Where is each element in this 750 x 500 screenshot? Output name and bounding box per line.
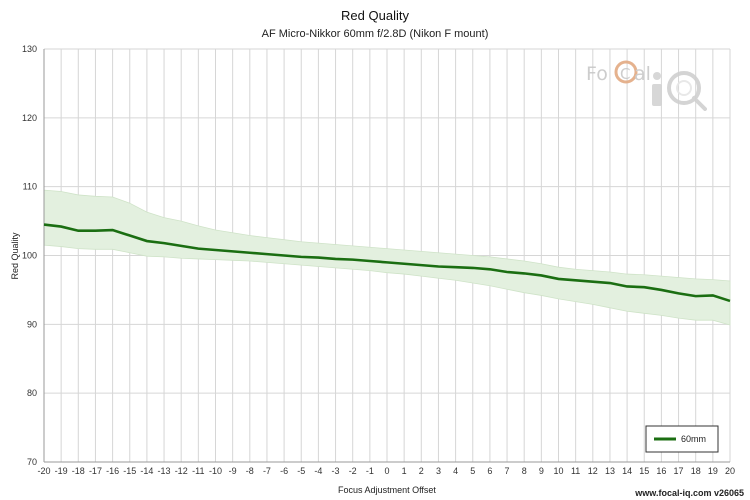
x-tick-label: -5 <box>297 466 305 476</box>
x-tick-label: 20 <box>725 466 735 476</box>
series-60mm-line <box>43 223 731 303</box>
x-tick-label: 10 <box>553 466 563 476</box>
y-tick-label: 100 <box>22 251 37 261</box>
y-axis-label: Red Quality <box>10 232 20 280</box>
x-tick-label: 0 <box>384 466 389 476</box>
x-tick-label: 2 <box>419 466 424 476</box>
x-tick-label: 18 <box>691 466 701 476</box>
x-tick-label: 9 <box>539 466 544 476</box>
chart-title: Red Quality <box>341 8 409 23</box>
axes <box>43 49 730 463</box>
x-tick-label: -11 <box>192 466 204 476</box>
x-tick-label: -1 <box>366 466 374 476</box>
x-tick-label: 17 <box>674 466 684 476</box>
x-tick-label: 14 <box>622 466 632 476</box>
x-tick-label: -3 <box>332 466 340 476</box>
y-tick-label: 120 <box>22 113 37 123</box>
x-tick-label: 4 <box>453 466 458 476</box>
x-tick-label: -9 <box>229 466 237 476</box>
x-tick-label: 7 <box>505 466 510 476</box>
x-tick-label: 19 <box>708 466 718 476</box>
x-tick-label: -2 <box>349 466 357 476</box>
x-tick-label: 13 <box>605 466 615 476</box>
x-tick-label: -19 <box>55 466 68 476</box>
x-tick-label: 11 <box>571 466 580 476</box>
x-tick-label: -12 <box>175 466 188 476</box>
x-tick-label: 1 <box>402 466 407 476</box>
legend-label-60mm: 60mm <box>681 434 706 444</box>
y-tick-label: 130 <box>22 44 37 54</box>
x-tick-label: -4 <box>314 466 322 476</box>
x-tick-label: -13 <box>158 466 171 476</box>
y-tick-label: 80 <box>27 388 37 398</box>
y-tick-label: 70 <box>27 457 37 467</box>
footer-credit: www.focal-iq.com v26065 <box>634 488 744 498</box>
x-tick-label: -8 <box>246 466 254 476</box>
x-tick-label: -16 <box>106 466 119 476</box>
x-tick-label: 5 <box>470 466 475 476</box>
svg-text:al: al <box>634 63 651 85</box>
x-tick-label: 12 <box>588 466 598 476</box>
y-tick-label: 90 <box>27 319 37 329</box>
legend: 60mm <box>645 425 719 453</box>
x-tick-label: 6 <box>487 466 492 476</box>
x-tick-label: -20 <box>37 466 50 476</box>
svg-text:Fo: Fo <box>586 63 608 85</box>
x-tick-label: 3 <box>436 466 441 476</box>
x-tick-label: -6 <box>280 466 288 476</box>
x-tick-label: -7 <box>263 466 271 476</box>
x-tick-label: 8 <box>522 466 527 476</box>
focal-iq-logo: Fo C al <box>586 60 707 111</box>
x-tick-label: -18 <box>72 466 85 476</box>
chart-subtitle: AF Micro-Nikkor 60mm f/2.8D (Nikon F mou… <box>262 28 489 40</box>
x-axis-label: Focus Adjustment Offset <box>338 485 436 495</box>
x-tick-label: -15 <box>123 466 136 476</box>
y-tick-label: 110 <box>23 182 37 192</box>
x-tick-label: -17 <box>89 466 102 476</box>
x-tick-label: -10 <box>209 466 222 476</box>
tick-labels: -20 -19 -18 -17 -16 -15 -14 -13 -12 -11 -10 -9 -8 -7-… <box>22 44 735 476</box>
x-tick-label: 16 <box>656 466 666 476</box>
x-tick-label: -14 <box>140 466 153 476</box>
series-60mm-range-band <box>43 189 731 326</box>
svg-text:C: C <box>620 65 630 83</box>
x-tick-label: 15 <box>639 466 649 476</box>
